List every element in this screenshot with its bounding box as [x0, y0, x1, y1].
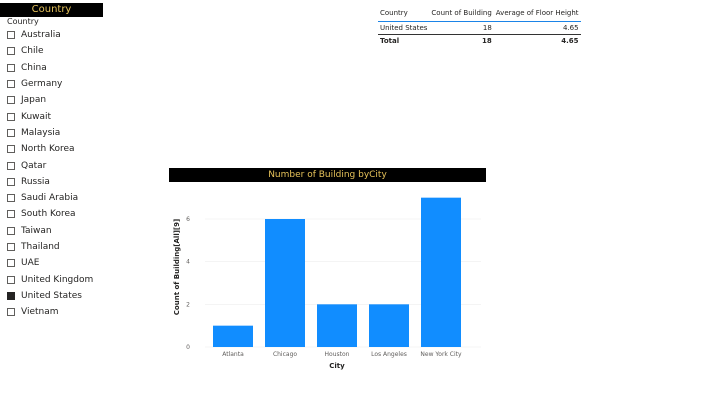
slicer-item-label: UAE [21, 258, 40, 269]
slicer-item-chile[interactable]: Chile [7, 43, 93, 59]
slicer-item-label: Qatar [21, 160, 47, 171]
slicer-header: Country [7, 17, 39, 26]
slicer-item-malaysia[interactable]: Malaysia [7, 125, 93, 141]
slicer-item-united-kingdom[interactable]: United Kingdom [7, 271, 93, 287]
slicer-item-saudi-arabia[interactable]: Saudi Arabia [7, 190, 93, 206]
bar-new-york-city[interactable] [421, 197, 461, 347]
x-axis-label: City [329, 362, 345, 370]
cell-country: United States [378, 21, 430, 35]
table-row: United States 18 4.65 [378, 21, 581, 35]
slicer-item-label: Japan [21, 95, 47, 106]
y-tick-label: 4 [186, 259, 190, 266]
slicer-item-australia[interactable]: Australia [7, 27, 93, 43]
column-header-average-floor-height[interactable]: Average of Floor Height [493, 5, 581, 22]
slicer-item-china[interactable]: China [7, 60, 93, 76]
checkbox-icon[interactable] [7, 275, 15, 284]
total-label: Total [380, 37, 400, 45]
checkbox-icon[interactable] [7, 145, 15, 154]
checkbox-icon[interactable] [7, 80, 15, 89]
y-tick-label: 6 [186, 216, 190, 223]
bar-atlanta[interactable] [213, 325, 253, 347]
total-average-floor-height: 4.65 [561, 37, 579, 45]
slicer-item-japan[interactable]: Japan [7, 92, 93, 108]
slicer-item-label: Australia [21, 30, 61, 41]
bar-los-angeles[interactable] [369, 304, 409, 347]
bar-houston[interactable] [317, 304, 357, 347]
cell-average-floor-height: 4.65 [493, 21, 581, 35]
cell-count-of-building: 18 [429, 21, 494, 35]
slicer-item-united-states[interactable]: United States [7, 288, 93, 304]
checkbox-icon[interactable] [7, 112, 15, 121]
slicer-banner: Country [0, 3, 103, 17]
y-tick-label: 0 [186, 344, 190, 351]
slicer-item-label: Thailand [21, 242, 60, 252]
checkbox-icon[interactable] [7, 291, 15, 300]
x-tick-label: Atlanta [222, 351, 244, 358]
checkbox-icon[interactable] [7, 194, 15, 203]
column-header-country[interactable]: Country [378, 5, 430, 22]
slicer-item-label: South Korea [21, 209, 76, 220]
slicer-item-label: United States [21, 290, 82, 301]
bar-chicago[interactable] [265, 219, 305, 347]
slicer-item-label: Chile [21, 46, 44, 57]
slicer-item-label: Taiwan [21, 225, 52, 236]
checkbox-icon[interactable] [7, 63, 15, 72]
y-axis-label: Count of Building[All][9] [173, 219, 181, 315]
x-tick-label: New York City [420, 351, 462, 358]
slicer-item-south-korea[interactable]: South Korea [7, 206, 93, 222]
slicer-item-vietnam[interactable]: Vietnam [7, 304, 93, 320]
slicer-item-label: United Kingdom [21, 274, 94, 285]
slicer-item-label: North Korea [21, 144, 75, 155]
country-slicer-list: Australia Chile China Germany Japan Kuwait Mal… [7, 27, 93, 320]
checkbox-icon[interactable] [7, 128, 15, 137]
slicer-item-label: Russia [21, 176, 50, 187]
slicer-item-label: Kuwait [21, 111, 52, 122]
slicer-item-germany[interactable]: Germany [7, 76, 93, 92]
slicer-item-north-korea[interactable]: North Korea [7, 141, 93, 157]
slicer-item-label: Malaysia [21, 127, 61, 138]
checkbox-icon[interactable] [7, 96, 15, 105]
slicer-item-thailand[interactable]: Thailand [7, 239, 93, 255]
checkbox-icon[interactable] [7, 308, 15, 317]
checkbox-icon[interactable] [7, 161, 15, 170]
table-total-row: Total 18 4.65 [378, 35, 581, 48]
y-tick-label: 2 [186, 301, 190, 308]
slicer-item-qatar[interactable]: Qatar [7, 157, 93, 173]
slicer-item-label: China [21, 62, 47, 73]
x-tick-label: Chicago [273, 351, 297, 358]
chart-title: Number of Building byCity [169, 168, 486, 182]
column-header-count-of-building[interactable]: Count of Building [429, 5, 494, 22]
slicer-item-label: Saudi Arabia [21, 193, 79, 204]
slicer-item-taiwan[interactable]: Taiwan [7, 223, 93, 239]
checkbox-icon[interactable] [7, 47, 15, 56]
checkbox-icon[interactable] [7, 259, 15, 268]
slicer-item-label: Germany [21, 79, 63, 90]
checkbox-icon[interactable] [7, 210, 15, 219]
bar-chart: 0 2 4 6 Atlanta Chicago Houston Los Angeles New … [173, 197, 481, 370]
checkbox-icon[interactable] [7, 31, 15, 40]
slicer-item-kuwait[interactable]: Kuwait [7, 108, 93, 124]
checkbox-icon[interactable] [7, 243, 15, 251]
x-tick-label: Los Angeles [371, 351, 407, 358]
x-tick-label: Houston [325, 351, 350, 358]
total-count-of-building: 18 [482, 37, 492, 45]
slicer-item-russia[interactable]: Russia [7, 174, 93, 190]
country-summary-table: Country Count of Building Average of Flo… [378, 5, 581, 47]
slicer-item-label: Vietnam [21, 307, 59, 318]
slicer-item-uae[interactable]: UAE [7, 255, 93, 271]
table-header-row: Country Count of Building Average of Flo… [378, 5, 581, 22]
checkbox-icon[interactable] [7, 177, 15, 186]
checkbox-icon[interactable] [7, 226, 15, 235]
